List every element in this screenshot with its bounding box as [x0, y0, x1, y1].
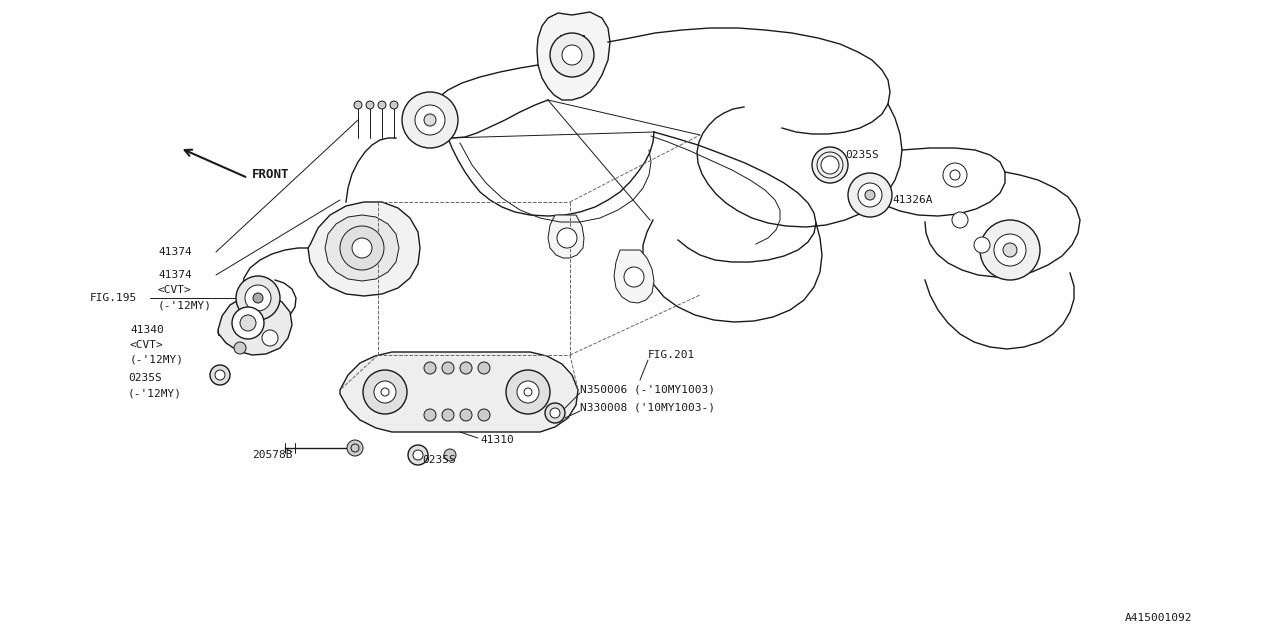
Circle shape: [849, 173, 892, 217]
Text: <CVT>: <CVT>: [157, 285, 192, 295]
Circle shape: [340, 226, 384, 270]
Text: 0235S: 0235S: [128, 373, 161, 383]
Text: 41374: 41374: [157, 247, 192, 257]
Circle shape: [980, 220, 1039, 280]
Circle shape: [424, 362, 436, 374]
Circle shape: [413, 450, 422, 460]
Text: (-'12MY): (-'12MY): [128, 388, 182, 398]
Circle shape: [460, 409, 472, 421]
Circle shape: [374, 381, 396, 403]
Text: 41326A: 41326A: [892, 195, 933, 205]
Circle shape: [545, 403, 564, 423]
Polygon shape: [548, 215, 584, 258]
Circle shape: [408, 445, 428, 465]
Text: (-'12MY): (-'12MY): [131, 355, 184, 365]
Circle shape: [460, 362, 472, 374]
Text: 41340: 41340: [131, 325, 164, 335]
Circle shape: [352, 238, 372, 258]
Circle shape: [355, 101, 362, 109]
Circle shape: [215, 370, 225, 380]
Text: (-'12MY): (-'12MY): [157, 300, 212, 310]
Circle shape: [364, 370, 407, 414]
Text: FRONT: FRONT: [252, 168, 289, 182]
Circle shape: [262, 330, 278, 346]
Circle shape: [402, 92, 458, 148]
Text: FIG.201: FIG.201: [648, 350, 695, 360]
Circle shape: [812, 147, 849, 183]
Circle shape: [241, 315, 256, 331]
Circle shape: [550, 33, 594, 77]
Circle shape: [232, 307, 264, 339]
Circle shape: [995, 234, 1027, 266]
Circle shape: [562, 45, 582, 65]
Circle shape: [378, 101, 387, 109]
Text: FIG.195: FIG.195: [90, 293, 137, 303]
Circle shape: [234, 342, 246, 354]
Circle shape: [517, 381, 539, 403]
Circle shape: [550, 408, 561, 418]
Circle shape: [943, 163, 966, 187]
Circle shape: [865, 190, 876, 200]
Circle shape: [820, 156, 838, 174]
Circle shape: [477, 409, 490, 421]
Text: 20578B: 20578B: [252, 450, 293, 460]
Circle shape: [366, 101, 374, 109]
Polygon shape: [614, 250, 654, 303]
Text: 0235S: 0235S: [422, 455, 456, 465]
Polygon shape: [308, 202, 420, 296]
Circle shape: [415, 105, 445, 135]
Circle shape: [625, 267, 644, 287]
Circle shape: [244, 285, 271, 311]
Circle shape: [442, 362, 454, 374]
Circle shape: [424, 409, 436, 421]
Circle shape: [477, 362, 490, 374]
Circle shape: [442, 409, 454, 421]
Text: N330008 ('10MY1003-): N330008 ('10MY1003-): [580, 403, 716, 413]
Polygon shape: [340, 352, 579, 432]
Circle shape: [557, 228, 577, 248]
Circle shape: [210, 365, 230, 385]
Text: 0235S: 0235S: [845, 150, 879, 160]
Circle shape: [506, 370, 550, 414]
Circle shape: [424, 114, 436, 126]
Circle shape: [347, 440, 364, 456]
Polygon shape: [218, 295, 292, 355]
Text: 41310: 41310: [480, 435, 513, 445]
Polygon shape: [538, 12, 611, 100]
Circle shape: [444, 449, 456, 461]
Text: <CVT>: <CVT>: [131, 340, 164, 350]
Circle shape: [1004, 243, 1018, 257]
Circle shape: [390, 101, 398, 109]
Circle shape: [253, 293, 262, 303]
Text: A415001092: A415001092: [1125, 613, 1193, 623]
Circle shape: [952, 212, 968, 228]
Polygon shape: [325, 215, 399, 281]
Circle shape: [858, 183, 882, 207]
Text: 41374: 41374: [157, 270, 192, 280]
Circle shape: [974, 237, 989, 253]
Circle shape: [236, 276, 280, 320]
Text: N350006 (-'10MY1003): N350006 (-'10MY1003): [580, 385, 716, 395]
